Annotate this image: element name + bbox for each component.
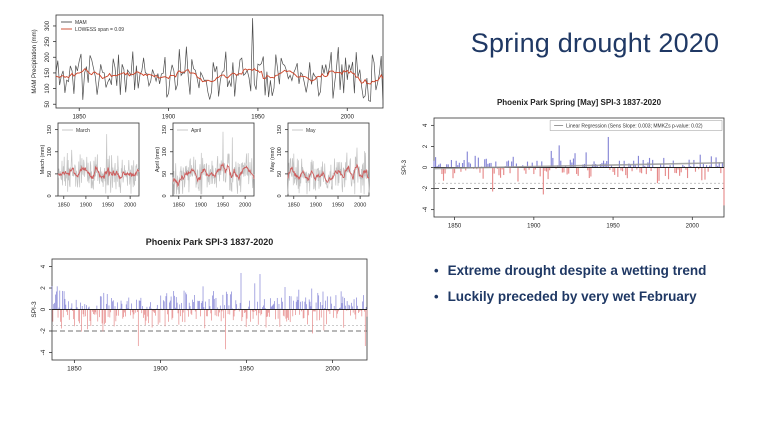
chart-april-precipitation: 1850 1900 1950 2000 0 50 100 150 April (mm) April <box>155 119 257 213</box>
svg-text:250: 250 <box>45 36 51 47</box>
bullet-icon: • <box>434 289 439 304</box>
svg-text:1950: 1950 <box>606 224 620 230</box>
svg-text:4: 4 <box>423 123 429 127</box>
svg-text:1950: 1950 <box>102 203 114 209</box>
chart-march-precipitation: 1850 1900 1950 2000 0 50 100 150 March (mm) March <box>40 119 142 213</box>
mam-precipitation-plot: 1850 1900 1950 2000 50 100 150 200 250 300 MAM Pre… <box>32 14 384 121</box>
svg-text:Phoenix Park Spring [May] SPI-: Phoenix Park Spring [May] SPI-3 1837-202… <box>497 98 662 107</box>
chart-may-precipitation: 1850 1900 1950 2000 0 50 100 150 May (mm) May <box>270 119 372 213</box>
svg-text:May (mm): May (mm) <box>270 147 276 172</box>
svg-text:March (mm): March (mm) <box>40 145 46 175</box>
bullet-text: Luckily preceded by very wet February <box>447 289 697 304</box>
svg-text:March: March <box>76 128 90 134</box>
svg-text:-4: -4 <box>40 349 47 355</box>
svg-text:0: 0 <box>40 307 47 311</box>
svg-text:150: 150 <box>162 125 168 134</box>
svg-text:1900: 1900 <box>527 224 541 230</box>
svg-text:1900: 1900 <box>162 115 176 121</box>
svg-text:150: 150 <box>45 67 51 78</box>
chart-spi3-full-record: Phoenix Park SPI-3 1837-2020 1850 1900 1950… <box>30 236 375 378</box>
bullet-list: • Extreme drought despite a wetting tren… <box>434 262 754 314</box>
svg-text:100: 100 <box>277 147 283 156</box>
svg-text:100: 100 <box>162 147 168 156</box>
april-precipitation-plot: 1850 1900 1950 2000 0 50 100 150 April (mm) April <box>155 122 255 209</box>
bullet-item: • Luckily preceded by very wet February <box>434 288 754 305</box>
svg-text:Phoenix Park SPI-3 1837-2020: Phoenix Park SPI-3 1837-2020 <box>146 237 274 247</box>
svg-text:1850: 1850 <box>288 203 300 209</box>
svg-text:2000: 2000 <box>341 115 355 121</box>
svg-text:50: 50 <box>162 171 168 177</box>
svg-text:Linear Regression (Sens Slope:: Linear Regression (Sens Slope: 0.003; MM… <box>566 123 703 129</box>
svg-text:MAM: MAM <box>75 20 87 26</box>
svg-text:2000: 2000 <box>239 203 251 209</box>
svg-text:100: 100 <box>45 83 51 94</box>
bullet-icon: • <box>434 263 439 278</box>
svg-text:MAM Precipitation (mm): MAM Precipitation (mm) <box>32 29 38 93</box>
svg-text:2000: 2000 <box>354 203 366 209</box>
svg-text:1850: 1850 <box>173 203 185 209</box>
svg-text:SPI-3: SPI-3 <box>402 159 408 175</box>
svg-text:0: 0 <box>277 194 283 197</box>
svg-text:50: 50 <box>45 100 51 107</box>
svg-text:0: 0 <box>47 194 53 197</box>
chart-spi3-spring-may: Phoenix Park Spring [May] SPI-3 1837-202… <box>400 92 730 232</box>
svg-text:1950: 1950 <box>251 115 265 121</box>
svg-text:1850: 1850 <box>448 224 462 230</box>
svg-text:1850: 1850 <box>67 366 82 373</box>
svg-text:100: 100 <box>47 147 53 156</box>
svg-text:April (mm): April (mm) <box>155 147 161 173</box>
may-precipitation-plot: 1850 1900 1950 2000 0 50 100 150 May (mm) May <box>270 122 370 209</box>
svg-text:1950: 1950 <box>332 203 344 209</box>
bullet-item: • Extreme drought despite a wetting tren… <box>434 262 754 279</box>
svg-text:-2: -2 <box>40 328 47 334</box>
svg-text:0: 0 <box>423 165 429 169</box>
svg-text:1900: 1900 <box>80 203 92 209</box>
svg-text:1900: 1900 <box>310 203 322 209</box>
svg-text:1900: 1900 <box>153 366 168 373</box>
page-title: Spring drought 2020 <box>470 28 720 58</box>
svg-text:-4: -4 <box>423 206 429 212</box>
march-precipitation-plot: 1850 1900 1950 2000 0 50 100 150 March (mm) March <box>40 122 140 209</box>
svg-text:1850: 1850 <box>58 203 70 209</box>
svg-text:2000: 2000 <box>686 224 700 230</box>
svg-text:-2: -2 <box>423 185 429 191</box>
svg-text:1850: 1850 <box>73 115 87 121</box>
svg-text:LOWESS span = 0.09: LOWESS span = 0.09 <box>75 27 124 33</box>
svg-text:2: 2 <box>40 286 47 290</box>
svg-text:300: 300 <box>45 20 51 31</box>
svg-text:200: 200 <box>45 52 51 63</box>
svg-text:April: April <box>191 128 201 134</box>
chart-mam-precipitation: 1850 1900 1950 2000 50 100 150 200 250 300 MAM Pre… <box>30 12 388 122</box>
svg-text:0: 0 <box>162 194 168 197</box>
spi3-full-record-plot: Phoenix Park SPI-3 1837-2020 1850 1900 1950… <box>31 237 368 373</box>
svg-text:1950: 1950 <box>239 366 254 373</box>
svg-text:50: 50 <box>277 171 283 177</box>
svg-text:50: 50 <box>47 171 53 177</box>
svg-text:4: 4 <box>40 264 47 268</box>
svg-text:SPI-3: SPI-3 <box>31 301 38 318</box>
svg-text:150: 150 <box>47 125 53 134</box>
svg-text:1900: 1900 <box>195 203 207 209</box>
svg-text:150: 150 <box>277 125 283 134</box>
svg-text:2000: 2000 <box>124 203 136 209</box>
bullet-text: Extreme drought despite a wetting trend <box>447 263 707 278</box>
svg-text:2000: 2000 <box>325 366 340 373</box>
svg-text:1950: 1950 <box>217 203 229 209</box>
svg-text:May: May <box>306 128 316 134</box>
spi3-spring-may-plot: Phoenix Park Spring [May] SPI-3 1837-202… <box>402 98 725 230</box>
svg-text:2: 2 <box>423 144 429 148</box>
